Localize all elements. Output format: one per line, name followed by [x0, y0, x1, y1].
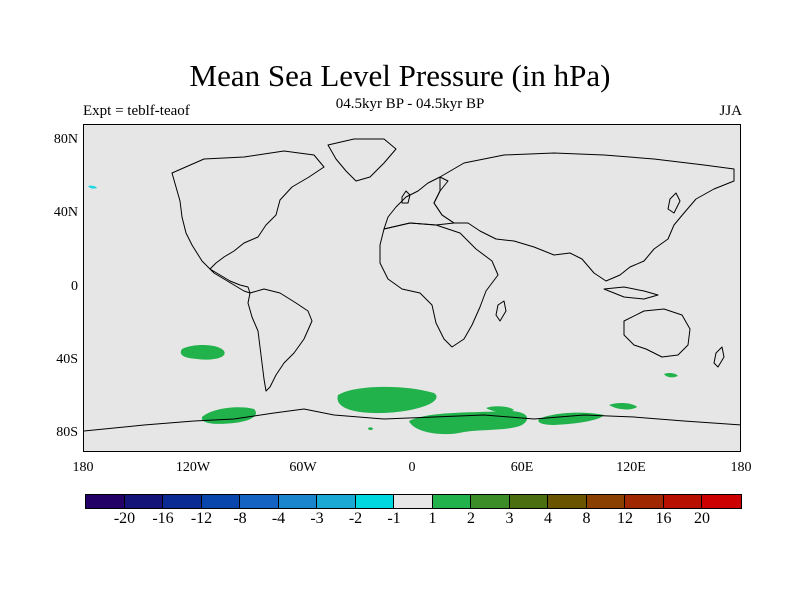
coastline-madagascar [495, 300, 507, 322]
coastline-asia [433, 152, 735, 282]
map-title: Mean Sea Level Pressure (in hPa) [189, 58, 611, 93]
colorbar-segment [432, 495, 471, 508]
anomaly-region-amundsen [201, 407, 256, 424]
colorbar-label: 12 [617, 510, 633, 527]
coastline-antarctica [84, 408, 740, 432]
lat-tick-80s: 80S [56, 425, 78, 440]
colorbar-segment [548, 495, 587, 508]
colorbar-label: 4 [544, 510, 552, 527]
anomaly-region-south-atlantic [337, 386, 437, 414]
lat-tick-40n: 40N [53, 205, 78, 220]
anomaly-region-east-antarctic [409, 410, 528, 435]
colorbar-segment [702, 495, 741, 508]
lon-tick-120e: 120E [616, 460, 646, 475]
coastline-greenland [327, 138, 397, 182]
lon-tick-180w: 180 [72, 460, 94, 475]
lat-tick-40s: 40S [56, 352, 78, 367]
coastline-africa [379, 222, 499, 348]
lon-tick-0: 0 [408, 460, 416, 475]
colorbar-segment [317, 495, 356, 508]
colorbar-segment [509, 495, 548, 508]
lon-tick-60w: 60W [289, 460, 317, 475]
colorbar-segment [201, 495, 240, 508]
colorbar-label: 16 [655, 510, 672, 527]
colorbar-label: -4 [271, 510, 286, 527]
anomaly-region-kerguelen [486, 406, 514, 413]
colorbar-label: -20 [113, 510, 136, 527]
anomaly-region-tasman [664, 372, 678, 378]
colorbar-segment [586, 495, 625, 508]
colorbar-label: 20 [694, 510, 710, 527]
colorbar-label: -16 [152, 510, 174, 527]
season-label: JJA [719, 103, 742, 119]
colorbar-label: -12 [190, 510, 213, 527]
colorbar-segment [663, 495, 702, 508]
colorbar-label: 3 [505, 510, 514, 527]
colorbar-label: -2 [348, 510, 363, 527]
lon-tick-120w: 120W [175, 460, 211, 475]
colorbar-segment [124, 495, 163, 508]
colorbar-segment [471, 495, 510, 508]
colorbar [85, 494, 742, 509]
lat-tick-eq: 0 [71, 279, 78, 294]
coastline-indonesia [603, 286, 659, 300]
anomaly-region-south-pacific [180, 345, 225, 360]
coastlines [84, 138, 740, 432]
lon-tick-60e: 60E [510, 460, 534, 475]
coastline-north-america [171, 150, 325, 270]
world-map [84, 138, 740, 435]
anomaly-region-indian-ocean [538, 412, 604, 425]
colorbar-segment [625, 495, 664, 508]
colorbar-segment [240, 495, 279, 508]
colorbar-label: 8 [582, 510, 591, 527]
colorbar-label: -8 [233, 510, 247, 527]
map-plot-area [83, 124, 741, 452]
colorbar-segment [278, 495, 317, 508]
lon-tick-180e: 180 [730, 460, 752, 475]
coastline-uk [401, 190, 411, 204]
experiment-label: Expt = teblf-teaof [83, 103, 190, 119]
coastline-new-zealand [713, 346, 725, 368]
coastline-japan [667, 192, 681, 214]
anomaly-region-australia-south [609, 402, 637, 410]
map-subtitle: 04.5kyr BP - 04.5kyr BP [335, 96, 485, 112]
coastline-south-america [247, 288, 313, 392]
colorbar-label: -1 [387, 510, 401, 527]
coastline-central-america [209, 268, 251, 294]
colorbar-segment [355, 495, 394, 508]
anomaly-region-small [368, 427, 373, 431]
colorbar-label: 2 [467, 510, 475, 527]
coastline-europe [383, 176, 455, 230]
colorbar-label: 1 [428, 510, 437, 527]
colorbar-segment [163, 495, 202, 508]
colorbar-segment [394, 495, 433, 508]
colorbar-label: -3 [310, 510, 324, 527]
anomaly-region-north-pacific [88, 185, 97, 189]
lat-tick-80n: 80N [53, 132, 78, 147]
anomaly-regions [88, 185, 678, 435]
coastline-australia [623, 308, 691, 358]
colorbar-segment [86, 495, 125, 508]
